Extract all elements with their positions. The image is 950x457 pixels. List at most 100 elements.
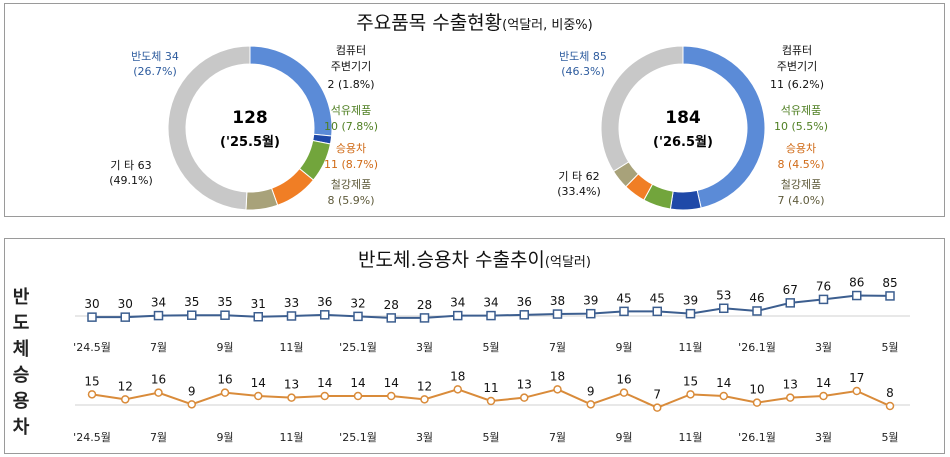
data-label-semiconductor: 39 (583, 294, 598, 308)
data-point-car (752, 398, 762, 407)
data-point-semiconductor (619, 306, 629, 317)
donut-label-value-computer: 2 (1.8%) (327, 78, 374, 91)
data-point-semiconductor (719, 303, 729, 314)
donut-label-name-semiconductor: 반도체 34 (131, 50, 179, 63)
donut-label-name-others: 기 타 62 (558, 170, 599, 183)
data-point-semiconductor (519, 310, 529, 320)
data-point-semiconductor (586, 308, 596, 319)
donut-label-value-steel: 8 (5.9%) (327, 194, 374, 207)
donut-label-pct-others: (33.4%) (557, 185, 601, 198)
data-label-car: 15 (84, 374, 99, 388)
data-label-car: 14 (317, 376, 332, 390)
data-label-car: 16 (151, 373, 166, 387)
tick-label-semiconductor: 11월 (279, 341, 303, 354)
data-point-semiconductor (885, 291, 895, 301)
tick-label-semiconductor: 3월 (815, 341, 832, 354)
row-label-semiconductor-char: 도 (13, 313, 30, 334)
data-point-car (87, 390, 97, 399)
tick-label-semiconductor: 5월 (881, 341, 898, 354)
data-point-car (520, 393, 529, 402)
data-point-car (885, 401, 895, 411)
data-point-semiconductor (120, 312, 130, 322)
donut-label-value-car: 11 (8.7%) (324, 158, 378, 171)
data-point-semiconductor (685, 308, 696, 319)
data-label-car: 18 (450, 369, 465, 383)
donut-hole (619, 64, 747, 192)
tick-label-car: 9월 (216, 431, 233, 444)
data-point-car (786, 393, 795, 402)
tick-label-car: 9월 (615, 431, 632, 444)
donut-label-name-computer: 컴퓨터 (782, 44, 812, 57)
tick-label-car: 7월 (150, 431, 167, 444)
row-label-semiconductor: 반도체 (13, 287, 30, 360)
row-label-semiconductor-char: 체 (13, 339, 30, 360)
data-point-car (254, 391, 263, 401)
data-label-car: 9 (587, 384, 595, 398)
donut-label-name-steel: 철강제품 (781, 178, 821, 191)
data-label-semiconductor: 45 (650, 291, 665, 305)
donut-label-pct-semiconductor: (26.7%) (133, 65, 177, 78)
donut-label-value-steel: 7 (4.0%) (777, 194, 824, 207)
tick-label-car: '25.1월 (339, 431, 377, 444)
data-point-semiconductor (486, 310, 496, 321)
data-label-car: 10 (749, 383, 764, 397)
data-point-semiconductor (353, 311, 363, 322)
data-label-car: 11 (483, 381, 498, 395)
data-label-car: 16 (616, 373, 631, 387)
data-point-car (220, 388, 230, 397)
data-point-car (154, 388, 163, 397)
data-label-car: 16 (217, 373, 232, 387)
donut-label-value-computer: 11 (6.2%) (770, 78, 824, 91)
donut-label-name-petroleum: 석유제품 (781, 104, 821, 117)
tick-label-car: 5월 (881, 431, 898, 444)
data-point-car (387, 391, 396, 401)
data-point-semiconductor (453, 310, 463, 321)
data-point-car (353, 391, 363, 401)
data-point-semiconductor (187, 310, 197, 320)
donut-center-label: ('25.5월) (220, 134, 280, 150)
data-label-car: 18 (550, 369, 565, 383)
data-label-semiconductor: 38 (550, 294, 565, 308)
data-label-car: 8 (886, 386, 894, 400)
data-label-semiconductor: 39 (683, 294, 698, 308)
donut-label-name-car: 승용차 (786, 142, 816, 155)
data-point-semiconductor (286, 311, 297, 321)
data-label-car: 14 (716, 376, 731, 390)
row-label-semiconductor-char: 반 (13, 287, 30, 308)
data-label-car: 12 (417, 379, 432, 393)
data-point-car (719, 391, 728, 401)
row-label-car-char: 승 (13, 365, 30, 386)
data-point-car (686, 390, 695, 399)
donut-label-name2-computer: 주변기기 (331, 60, 371, 73)
data-point-car (653, 403, 662, 412)
data-point-semiconductor (852, 290, 862, 301)
data-label-car: 12 (118, 379, 133, 393)
data-point-semiconductor (785, 298, 795, 308)
data-label-semiconductor: 67 (783, 283, 798, 297)
tick-label-car: 3월 (416, 431, 433, 444)
donut-label-name2-computer: 주변기기 (777, 60, 817, 73)
row-label-car-char: 차 (13, 417, 30, 438)
data-label-semiconductor: 46 (749, 291, 764, 305)
tick-label-semiconductor: 3월 (416, 341, 433, 354)
data-point-semiconductor (220, 310, 230, 320)
data-label-semiconductor: 36 (317, 295, 332, 309)
data-label-semiconductor: 28 (384, 298, 399, 312)
top-title-unit: (억달러, 비중%) (502, 18, 593, 33)
tick-label-car: 3월 (815, 431, 832, 444)
donut-label-name-semiconductor: 반도체 85 (559, 50, 607, 63)
donut-label-name-petroleum: 석유제품 (331, 104, 371, 117)
donut-slice-computer (669, 189, 702, 211)
data-point-car (586, 400, 595, 409)
tick-label-car: 11월 (678, 431, 702, 444)
tick-label-semiconductor: '26.1월 (738, 341, 776, 354)
data-point-semiconductor (386, 313, 396, 323)
top-title-text: 주요품목 수출현황 (356, 12, 503, 34)
data-point-semiconductor (652, 306, 662, 317)
line-chart-car: 15 12 16 9 16 14 13 14 14 14 12 18 11 13 18 9 16 7 15 14 10 1… (73, 369, 910, 444)
data-label-semiconductor: 35 (217, 295, 232, 309)
